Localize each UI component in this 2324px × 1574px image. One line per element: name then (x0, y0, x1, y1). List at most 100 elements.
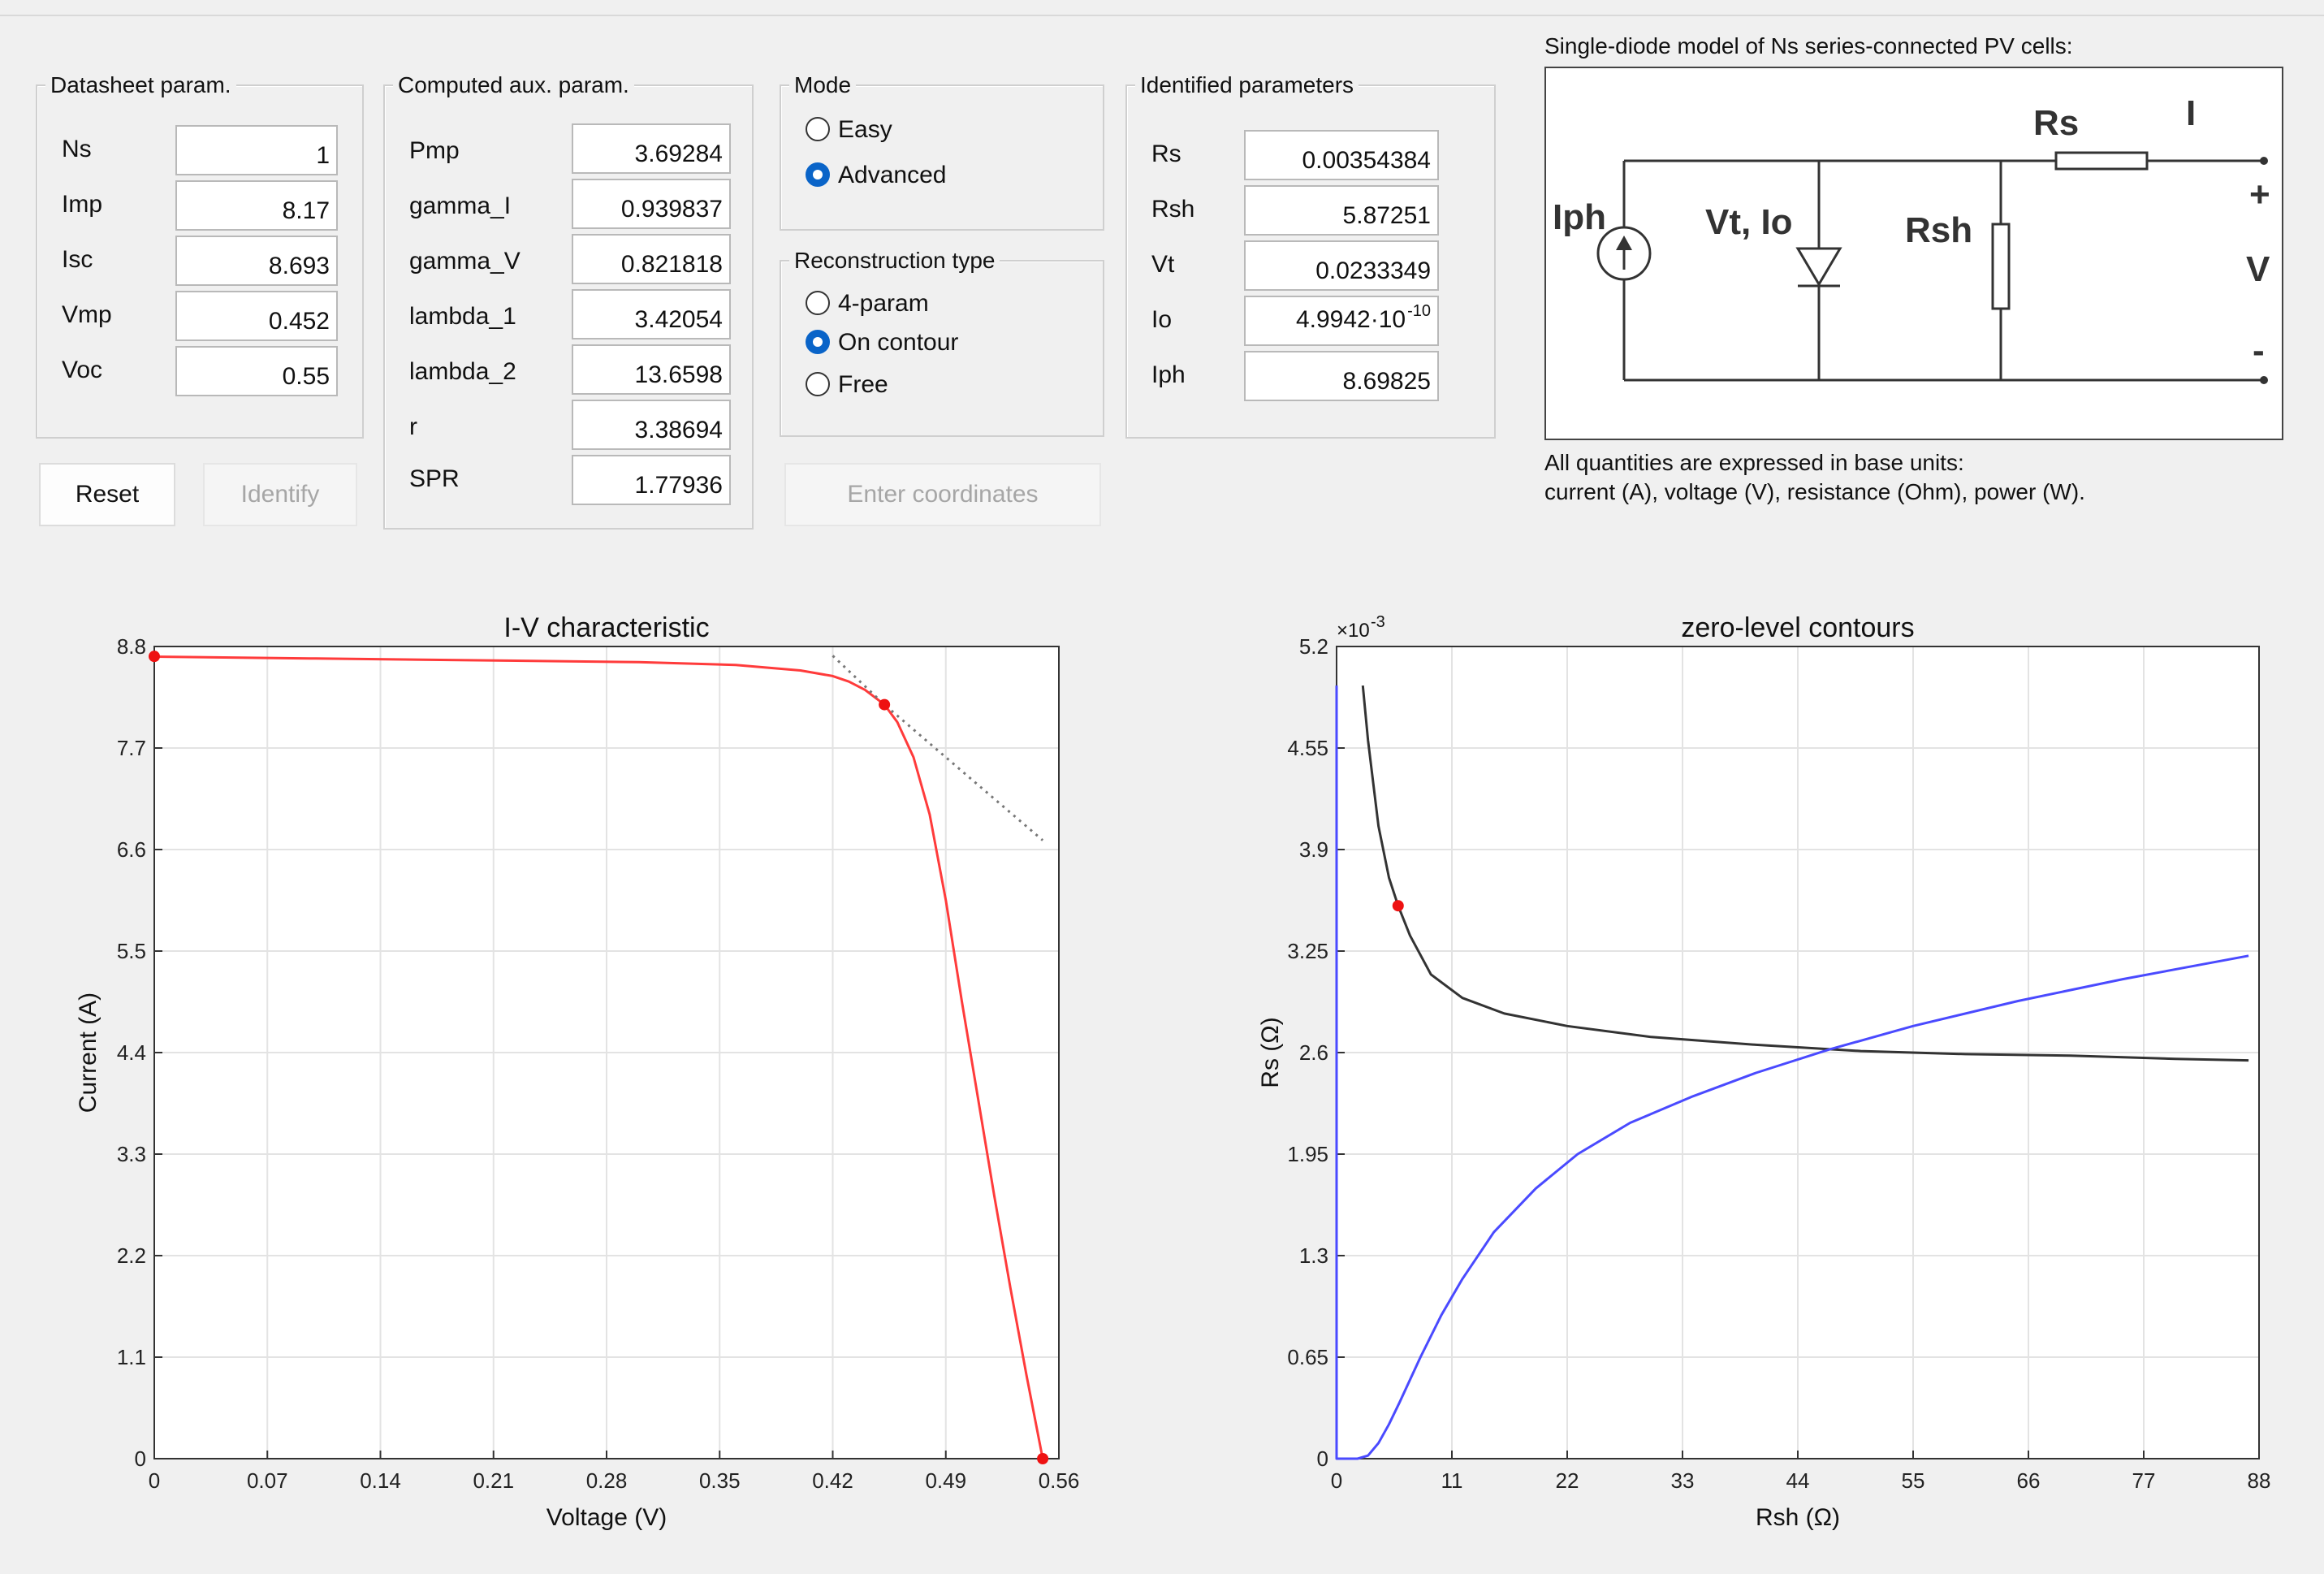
contour-x-tick-label: 44 (1786, 1468, 1810, 1493)
contour-y-tick-label: 0 (1317, 1446, 1328, 1471)
computed-panel-title: Computed aux. param. (393, 71, 634, 99)
identified-label-rs: Rs (1151, 141, 1181, 167)
on-contour-radio[interactable] (806, 330, 830, 354)
contour-x-tick-label: 11 (1441, 1468, 1463, 1493)
mode-option-advanced[interactable]: Advanced (806, 161, 946, 190)
contour-title: zero-level contours (1681, 612, 1914, 643)
vmp-field[interactable]: 0.452 (175, 291, 338, 341)
circuit-label-rs: Rs (2033, 103, 2079, 143)
zero-level-contours-chart: 0 11 22 33 44 55 66 77 88 0 0.65 1.3 1.95 2.6 3.25 3.9 4… (1257, 612, 2271, 1531)
identified-label-vt: Vt (1151, 251, 1175, 278)
top-separator (0, 15, 2324, 16)
datasheet-label-vmp: Vmp (62, 301, 112, 328)
identified-label-iph: Iph (1151, 361, 1186, 388)
identified-label-rsh: Rsh (1151, 196, 1195, 223)
datasheet-label-imp: Imp (62, 191, 103, 218)
advanced-radio[interactable] (806, 162, 830, 187)
io-exponent: -10 (1407, 302, 1431, 320)
contour-x-tick-label: 77 (2132, 1468, 2156, 1493)
iv-x-axis-label: Voltage (V) (546, 1504, 667, 1531)
reconstruction-option-4-param[interactable]: 4-param (806, 289, 929, 318)
iv-marker-0 (149, 651, 160, 663)
circuit-label-i: I (2186, 93, 2196, 133)
gamma-i-field[interactable]: 0.939837 (572, 179, 731, 229)
contour-y-multiplier: ×10 (1337, 620, 1370, 642)
imp-field[interactable]: 8.17 (175, 180, 338, 231)
circuit-label-minus: - (2253, 331, 2265, 370)
mode-panel-title: Mode (789, 71, 857, 99)
datasheet-label-ns: Ns (62, 136, 92, 162)
computed-label-lambda-2: lambda_2 (409, 358, 516, 385)
identified-panel-title: Identified parameters (1135, 71, 1359, 99)
contour-y-tick-label: 1.3 (1299, 1243, 1328, 1268)
iv-characteristic-chart: 0 0.07 0.14 0.21 0.28 0.35 0.42 0.49 0.56 0 1.1 2.2… (75, 612, 1080, 1531)
units-note-line1: All quantities are expressed in base uni… (1544, 450, 1964, 475)
circuit-diagram: Iph Vt, Io Rsh Rs I + V - (1544, 67, 2283, 440)
vt-field[interactable]: 0.0233349 (1244, 240, 1439, 291)
identified-label-io: Io (1151, 306, 1173, 333)
reconstruction-option-on-contour[interactable]: On contour (806, 328, 958, 357)
computed-panel: Computed aux. param. Pmp 3.69284 gamma_I… (383, 71, 754, 530)
gamma-v-field[interactable]: 0.821818 (572, 234, 731, 284)
iv-y-tick-label: 4.4 (117, 1040, 146, 1065)
units-note-line2: current (A), voltage (V), resistance (Oh… (1544, 479, 2085, 504)
iv-y-tick-label: 0 (135, 1446, 146, 1471)
mode-option-easy[interactable]: Easy (806, 115, 892, 145)
isc-field[interactable]: 8.693 (175, 236, 338, 286)
circuit-label-iph: Iph (1553, 197, 1606, 237)
contour-y-tick-label: 4.55 (1287, 736, 1328, 760)
ns-field[interactable]: 1 (175, 125, 338, 175)
iv-axes-box (153, 646, 1060, 1459)
identify-button[interactable]: Identify (203, 463, 357, 526)
diode-symbol (1795, 247, 1842, 287)
contour-y-tick-label: 3.25 (1287, 939, 1328, 963)
circuit-label-plus: + (2249, 175, 2270, 214)
contour-x-tick-label: 66 (2017, 1468, 2041, 1493)
iv-y-tick-label: 6.6 (117, 837, 146, 862)
io-field[interactable]: 4.9942·10 -10 (1244, 296, 1439, 346)
circuit-label-v: V (2246, 249, 2270, 289)
4-param-radio[interactable] (806, 291, 830, 315)
iv-y-tick-label: 1.1 (117, 1345, 146, 1369)
circuit-label-rsh: Rsh (1905, 210, 1972, 250)
datasheet-label-voc: Voc (62, 357, 103, 383)
mode-panel: Mode Easy Advanced (780, 71, 1104, 231)
rsh-resistor-symbol (1991, 223, 2011, 310)
iv-x-tick-label: 0.14 (360, 1468, 401, 1493)
enter-coordinates-button[interactable]: Enter coordinates (784, 463, 1101, 526)
contour-y-tick-label: 2.6 (1299, 1040, 1328, 1065)
lambda-2-field[interactable]: 13.6598 (572, 344, 731, 395)
contour-x-tick-label: 88 (2248, 1468, 2271, 1493)
iv-x-tick-label: 0.28 (586, 1468, 628, 1493)
contour-series-black-0 (1361, 685, 2249, 1062)
computed-label-gamma-i: gamma_I (409, 192, 512, 219)
r-field[interactable]: 3.38694 (572, 400, 731, 450)
iv-x-tick-label: 0.56 (1039, 1468, 1080, 1493)
contour-x-tick-label: 33 (1671, 1468, 1695, 1493)
contour-marker-0 (1392, 900, 1404, 912)
iv-title: I-V characteristic (503, 612, 709, 643)
voc-field[interactable]: 0.55 (175, 346, 338, 396)
easy-radio[interactable] (806, 117, 830, 141)
reconstruction-option-free[interactable]: Free (806, 370, 888, 400)
spr-field[interactable]: 1.77936 (572, 455, 731, 505)
lambda-1-field[interactable]: 3.42054 (572, 289, 731, 339)
rs-field[interactable]: 0.00354384 (1244, 130, 1439, 180)
circuit-label-vt-io: Vt, Io (1705, 202, 1793, 242)
datasheet-panel-title: Datasheet param. (45, 71, 236, 99)
rsh-field[interactable]: 5.87251 (1244, 185, 1439, 236)
iv-series-red-solid-0 (153, 655, 1044, 1459)
rs-resistor-symbol (2054, 151, 2149, 171)
pmp-field[interactable]: 3.69284 (572, 123, 731, 174)
free-radio[interactable] (806, 372, 830, 396)
iv-x-tick-label: 0.21 (473, 1468, 514, 1493)
circuit-title: Single-diode model of Ns series-connecte… (1544, 33, 2073, 58)
contour-y-tick-label: 1.95 (1287, 1142, 1328, 1166)
computed-label-gamma-v: gamma_V (409, 248, 521, 275)
iv-marker-1 (879, 698, 891, 711)
iv-x-tick-label: 0.42 (812, 1468, 853, 1493)
iph-field[interactable]: 8.69825 (1244, 351, 1439, 401)
on-contour-label: On contour (838, 329, 959, 356)
reset-button[interactable]: Reset (39, 463, 175, 526)
datasheet-label-isc: Isc (62, 246, 93, 273)
